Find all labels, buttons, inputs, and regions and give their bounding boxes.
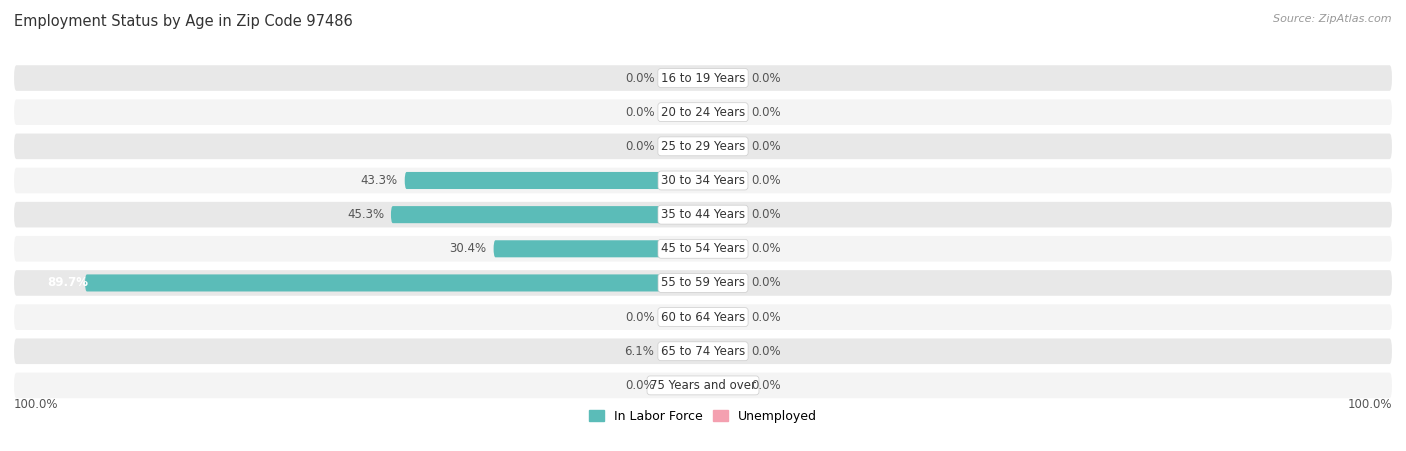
FancyBboxPatch shape xyxy=(703,138,744,155)
Text: 0.0%: 0.0% xyxy=(626,106,655,119)
FancyBboxPatch shape xyxy=(703,69,744,87)
FancyBboxPatch shape xyxy=(14,168,1392,193)
FancyBboxPatch shape xyxy=(703,240,744,258)
Text: 0.0%: 0.0% xyxy=(751,379,780,392)
Text: 0.0%: 0.0% xyxy=(751,345,780,358)
Text: 0.0%: 0.0% xyxy=(751,208,780,221)
Text: 0.0%: 0.0% xyxy=(751,174,780,187)
Text: 45 to 54 Years: 45 to 54 Years xyxy=(661,242,745,255)
Text: 0.0%: 0.0% xyxy=(626,140,655,153)
Text: 89.7%: 89.7% xyxy=(48,276,89,290)
Text: 0.0%: 0.0% xyxy=(751,106,780,119)
FancyBboxPatch shape xyxy=(703,308,744,326)
Text: 65 to 74 Years: 65 to 74 Years xyxy=(661,345,745,358)
FancyBboxPatch shape xyxy=(14,133,1392,159)
Text: 30 to 34 Years: 30 to 34 Years xyxy=(661,174,745,187)
Text: 30.4%: 30.4% xyxy=(450,242,486,255)
Text: 0.0%: 0.0% xyxy=(751,140,780,153)
FancyBboxPatch shape xyxy=(14,338,1392,364)
Text: 0.0%: 0.0% xyxy=(751,311,780,324)
Text: 0.0%: 0.0% xyxy=(751,276,780,290)
FancyBboxPatch shape xyxy=(662,138,703,155)
FancyBboxPatch shape xyxy=(703,343,744,360)
Text: 75 Years and over: 75 Years and over xyxy=(650,379,756,392)
Text: 25 to 29 Years: 25 to 29 Years xyxy=(661,140,745,153)
Text: 0.0%: 0.0% xyxy=(626,379,655,392)
FancyBboxPatch shape xyxy=(84,274,703,291)
FancyBboxPatch shape xyxy=(391,206,703,223)
Text: 0.0%: 0.0% xyxy=(751,242,780,255)
FancyBboxPatch shape xyxy=(662,377,703,394)
Text: 100.0%: 100.0% xyxy=(14,398,59,411)
FancyBboxPatch shape xyxy=(703,172,744,189)
Text: 35 to 44 Years: 35 to 44 Years xyxy=(661,208,745,221)
Text: 60 to 64 Years: 60 to 64 Years xyxy=(661,311,745,324)
Text: 0.0%: 0.0% xyxy=(626,311,655,324)
FancyBboxPatch shape xyxy=(662,69,703,87)
Text: 0.0%: 0.0% xyxy=(751,72,780,84)
FancyBboxPatch shape xyxy=(494,240,703,258)
FancyBboxPatch shape xyxy=(703,206,744,223)
Text: 20 to 24 Years: 20 to 24 Years xyxy=(661,106,745,119)
Text: 45.3%: 45.3% xyxy=(347,208,384,221)
FancyBboxPatch shape xyxy=(14,65,1392,91)
FancyBboxPatch shape xyxy=(14,236,1392,262)
FancyBboxPatch shape xyxy=(662,104,703,121)
Text: Employment Status by Age in Zip Code 97486: Employment Status by Age in Zip Code 974… xyxy=(14,14,353,28)
FancyBboxPatch shape xyxy=(703,274,744,291)
FancyBboxPatch shape xyxy=(14,304,1392,330)
FancyBboxPatch shape xyxy=(14,270,1392,296)
Text: 16 to 19 Years: 16 to 19 Years xyxy=(661,72,745,84)
FancyBboxPatch shape xyxy=(662,308,703,326)
FancyBboxPatch shape xyxy=(14,373,1392,398)
FancyBboxPatch shape xyxy=(703,104,744,121)
FancyBboxPatch shape xyxy=(14,99,1392,125)
Text: Source: ZipAtlas.com: Source: ZipAtlas.com xyxy=(1274,14,1392,23)
Text: 55 to 59 Years: 55 to 59 Years xyxy=(661,276,745,290)
Text: 100.0%: 100.0% xyxy=(1347,398,1392,411)
FancyBboxPatch shape xyxy=(405,172,703,189)
Text: 43.3%: 43.3% xyxy=(361,174,398,187)
FancyBboxPatch shape xyxy=(703,377,744,394)
Legend: In Labor Force, Unemployed: In Labor Force, Unemployed xyxy=(583,405,823,428)
FancyBboxPatch shape xyxy=(14,202,1392,227)
Text: 6.1%: 6.1% xyxy=(624,345,654,358)
Text: 0.0%: 0.0% xyxy=(626,72,655,84)
FancyBboxPatch shape xyxy=(661,343,703,360)
